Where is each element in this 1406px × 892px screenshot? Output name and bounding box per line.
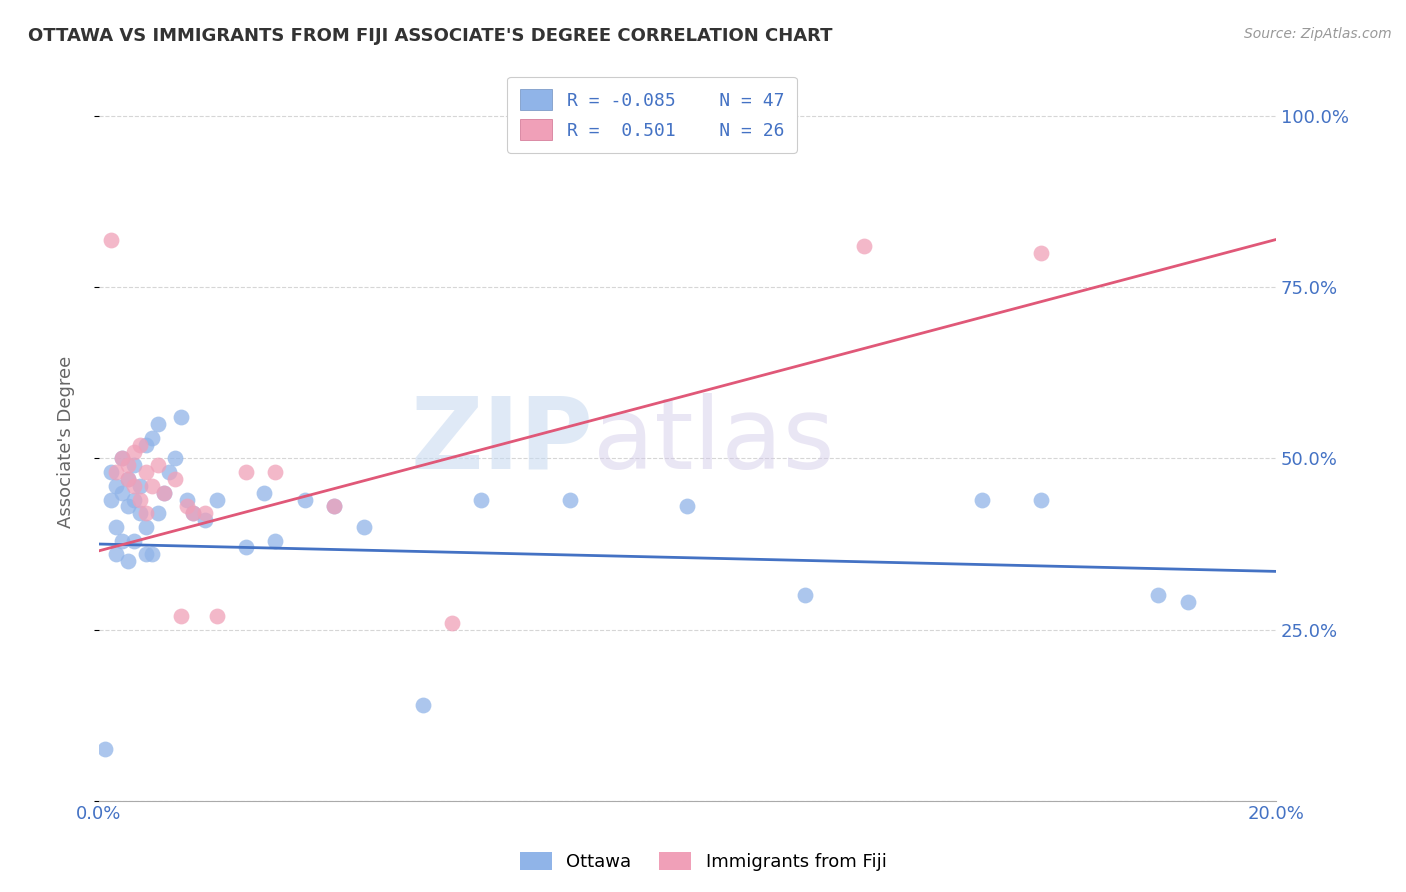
Point bbox=[252, 485, 274, 500]
Point bbox=[176, 500, 198, 514]
Point bbox=[122, 479, 145, 493]
Point bbox=[135, 506, 157, 520]
Point bbox=[205, 608, 228, 623]
Point bbox=[165, 451, 187, 466]
Point bbox=[129, 506, 152, 520]
Point bbox=[146, 458, 169, 473]
Point bbox=[117, 458, 139, 473]
Point bbox=[1177, 595, 1199, 609]
Point bbox=[111, 451, 134, 466]
Point bbox=[100, 233, 122, 247]
Point bbox=[122, 533, 145, 548]
Point bbox=[176, 492, 198, 507]
Legend: Ottawa, Immigrants from Fiji: Ottawa, Immigrants from Fiji bbox=[512, 845, 894, 879]
Point bbox=[117, 472, 139, 486]
Point bbox=[117, 554, 139, 568]
Text: OTTAWA VS IMMIGRANTS FROM FIJI ASSOCIATE'S DEGREE CORRELATION CHART: OTTAWA VS IMMIGRANTS FROM FIJI ASSOCIATE… bbox=[28, 27, 832, 45]
Point bbox=[111, 451, 134, 466]
Point bbox=[852, 239, 875, 253]
Point bbox=[412, 698, 434, 712]
Point bbox=[1147, 588, 1170, 602]
Point bbox=[323, 500, 346, 514]
Point bbox=[129, 492, 152, 507]
Point bbox=[264, 465, 287, 479]
Point bbox=[205, 492, 228, 507]
Point bbox=[970, 492, 993, 507]
Point bbox=[181, 506, 204, 520]
Point bbox=[170, 410, 193, 425]
Point bbox=[111, 485, 134, 500]
Point bbox=[117, 472, 139, 486]
Point bbox=[794, 588, 817, 602]
Point bbox=[100, 465, 122, 479]
Point bbox=[93, 742, 115, 756]
Point bbox=[129, 479, 152, 493]
Point bbox=[558, 492, 581, 507]
Point bbox=[129, 438, 152, 452]
Point bbox=[235, 465, 257, 479]
Point bbox=[181, 506, 204, 520]
Legend: R = -0.085    N = 47, R =  0.501    N = 26: R = -0.085 N = 47, R = 0.501 N = 26 bbox=[508, 77, 797, 153]
Point bbox=[440, 615, 463, 630]
Point bbox=[157, 465, 180, 479]
Y-axis label: Associate's Degree: Associate's Degree bbox=[58, 355, 75, 527]
Point bbox=[105, 520, 128, 534]
Point bbox=[146, 417, 169, 432]
Point bbox=[141, 547, 163, 561]
Point bbox=[135, 465, 157, 479]
Point bbox=[170, 608, 193, 623]
Point bbox=[165, 472, 187, 486]
Point bbox=[194, 513, 217, 527]
Point bbox=[152, 485, 174, 500]
Point bbox=[141, 479, 163, 493]
Point bbox=[235, 541, 257, 555]
Point bbox=[111, 533, 134, 548]
Text: atlas: atlas bbox=[593, 392, 835, 490]
Point bbox=[122, 458, 145, 473]
Point bbox=[323, 500, 346, 514]
Point bbox=[135, 438, 157, 452]
Text: ZIP: ZIP bbox=[411, 392, 593, 490]
Point bbox=[194, 506, 217, 520]
Point bbox=[152, 485, 174, 500]
Point bbox=[470, 492, 492, 507]
Point bbox=[294, 492, 316, 507]
Point bbox=[122, 444, 145, 458]
Point bbox=[141, 431, 163, 445]
Point bbox=[146, 506, 169, 520]
Point bbox=[117, 500, 139, 514]
Point bbox=[264, 533, 287, 548]
Point bbox=[135, 547, 157, 561]
Point bbox=[105, 479, 128, 493]
Point bbox=[353, 520, 375, 534]
Point bbox=[1029, 246, 1052, 260]
Point bbox=[135, 520, 157, 534]
Point bbox=[122, 492, 145, 507]
Text: Source: ZipAtlas.com: Source: ZipAtlas.com bbox=[1244, 27, 1392, 41]
Point bbox=[100, 492, 122, 507]
Point bbox=[105, 465, 128, 479]
Point bbox=[676, 500, 699, 514]
Point bbox=[105, 547, 128, 561]
Point bbox=[1029, 492, 1052, 507]
